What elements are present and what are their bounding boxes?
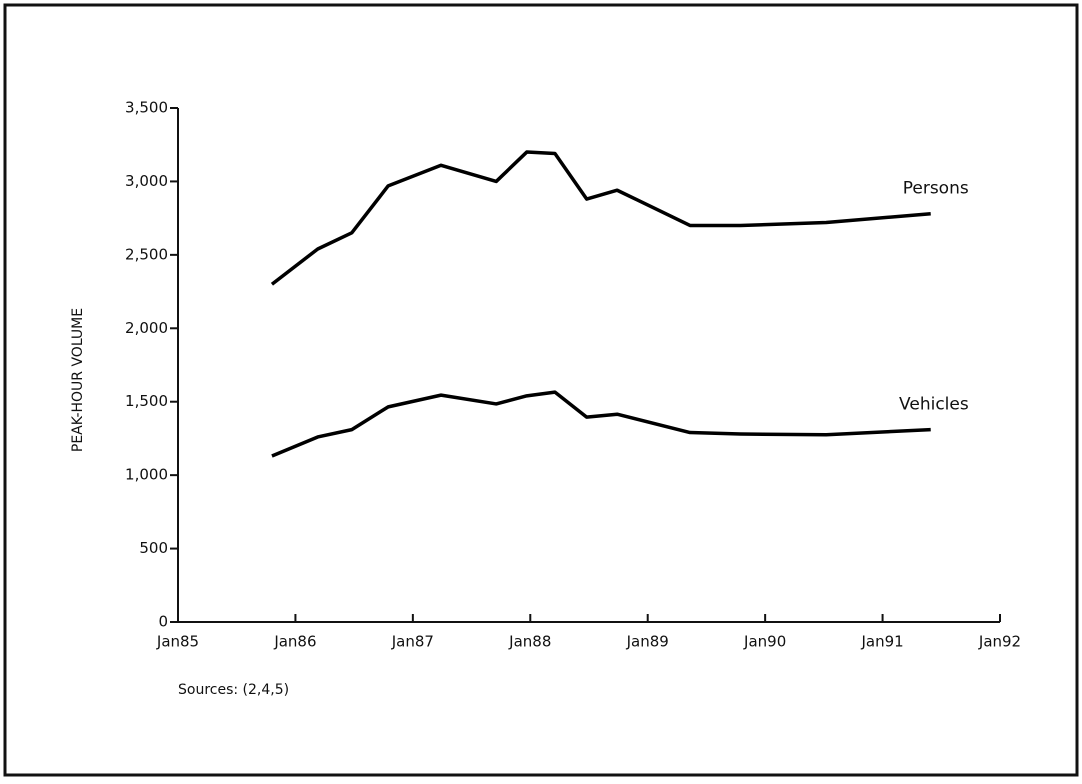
y-tick-label: 1,000 xyxy=(125,466,168,484)
y-tick-label: 3,500 xyxy=(125,99,168,117)
x-tick-label: Jan88 xyxy=(508,633,551,651)
x-tick-label: Jan85 xyxy=(156,633,199,651)
x-tick-label: Jan91 xyxy=(860,633,903,651)
x-tick-label: Jan87 xyxy=(391,633,434,651)
y-tick-label: 2,000 xyxy=(125,319,168,337)
y-tick-label: 2,500 xyxy=(125,245,168,263)
series-line xyxy=(270,150,931,286)
y-axis-label: PEAK-HOUR VOLUME xyxy=(70,308,86,452)
y-tick-label: 500 xyxy=(139,539,168,557)
frame xyxy=(3,3,1079,777)
y-tick-label: 3,000 xyxy=(125,172,168,190)
x-tick-label: Jan89 xyxy=(626,633,669,651)
x-tick-label: Jan86 xyxy=(273,633,316,651)
series-label: Persons xyxy=(903,179,969,199)
series-label: Vehicles xyxy=(899,395,969,415)
annotation: Sources: (2,4,5) xyxy=(178,682,289,698)
x-tick-label: Jan90 xyxy=(743,633,786,651)
x-tick-label: Jan92 xyxy=(978,633,1021,651)
series-line xyxy=(271,390,931,458)
y-tick-label: 1,500 xyxy=(125,392,168,410)
y-tick-label: 0 xyxy=(158,613,168,631)
